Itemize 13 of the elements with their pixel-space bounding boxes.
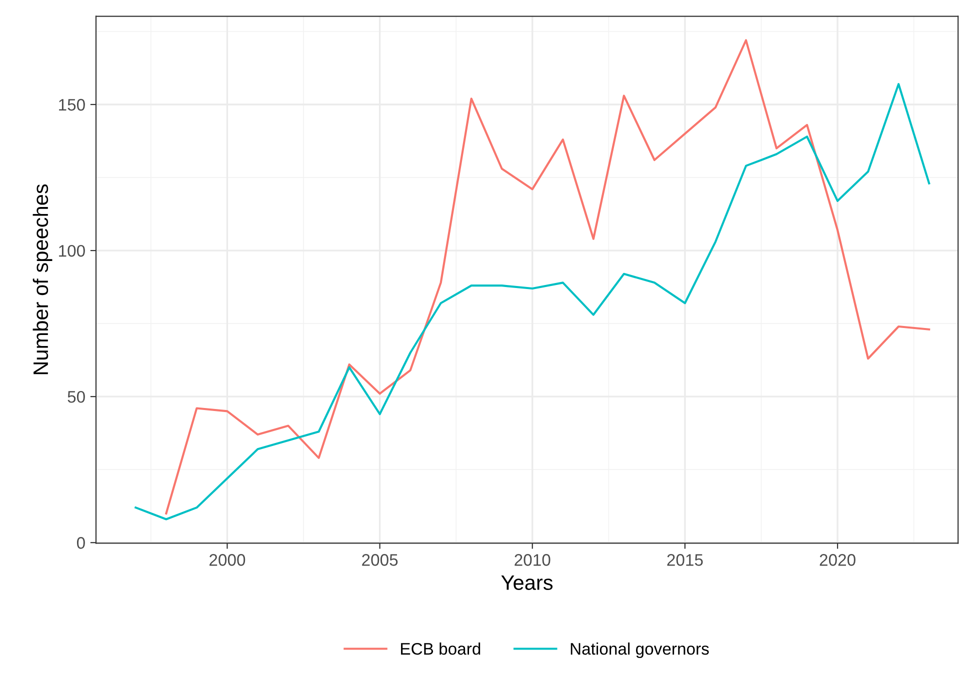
- x-tick-label: 2010: [514, 554, 550, 566]
- y-tick-label: 50: [68, 390, 85, 403]
- x-tick-label: 2005: [362, 554, 398, 566]
- y-tick-label: 0: [76, 537, 85, 549]
- legend-label: National governors: [570, 642, 709, 658]
- legend-label: ECB board: [401, 642, 480, 655]
- x-tick-label: 2020: [820, 554, 856, 566]
- y-tick-label: 100: [59, 244, 85, 257]
- y-axis-title: Number of speeches: [32, 184, 52, 374]
- x-axis-title: Years: [501, 575, 553, 590]
- x-tick-label: 2015: [667, 554, 703, 566]
- y-tick-label: 150: [59, 98, 85, 111]
- x-tick-label: 2000: [210, 554, 246, 566]
